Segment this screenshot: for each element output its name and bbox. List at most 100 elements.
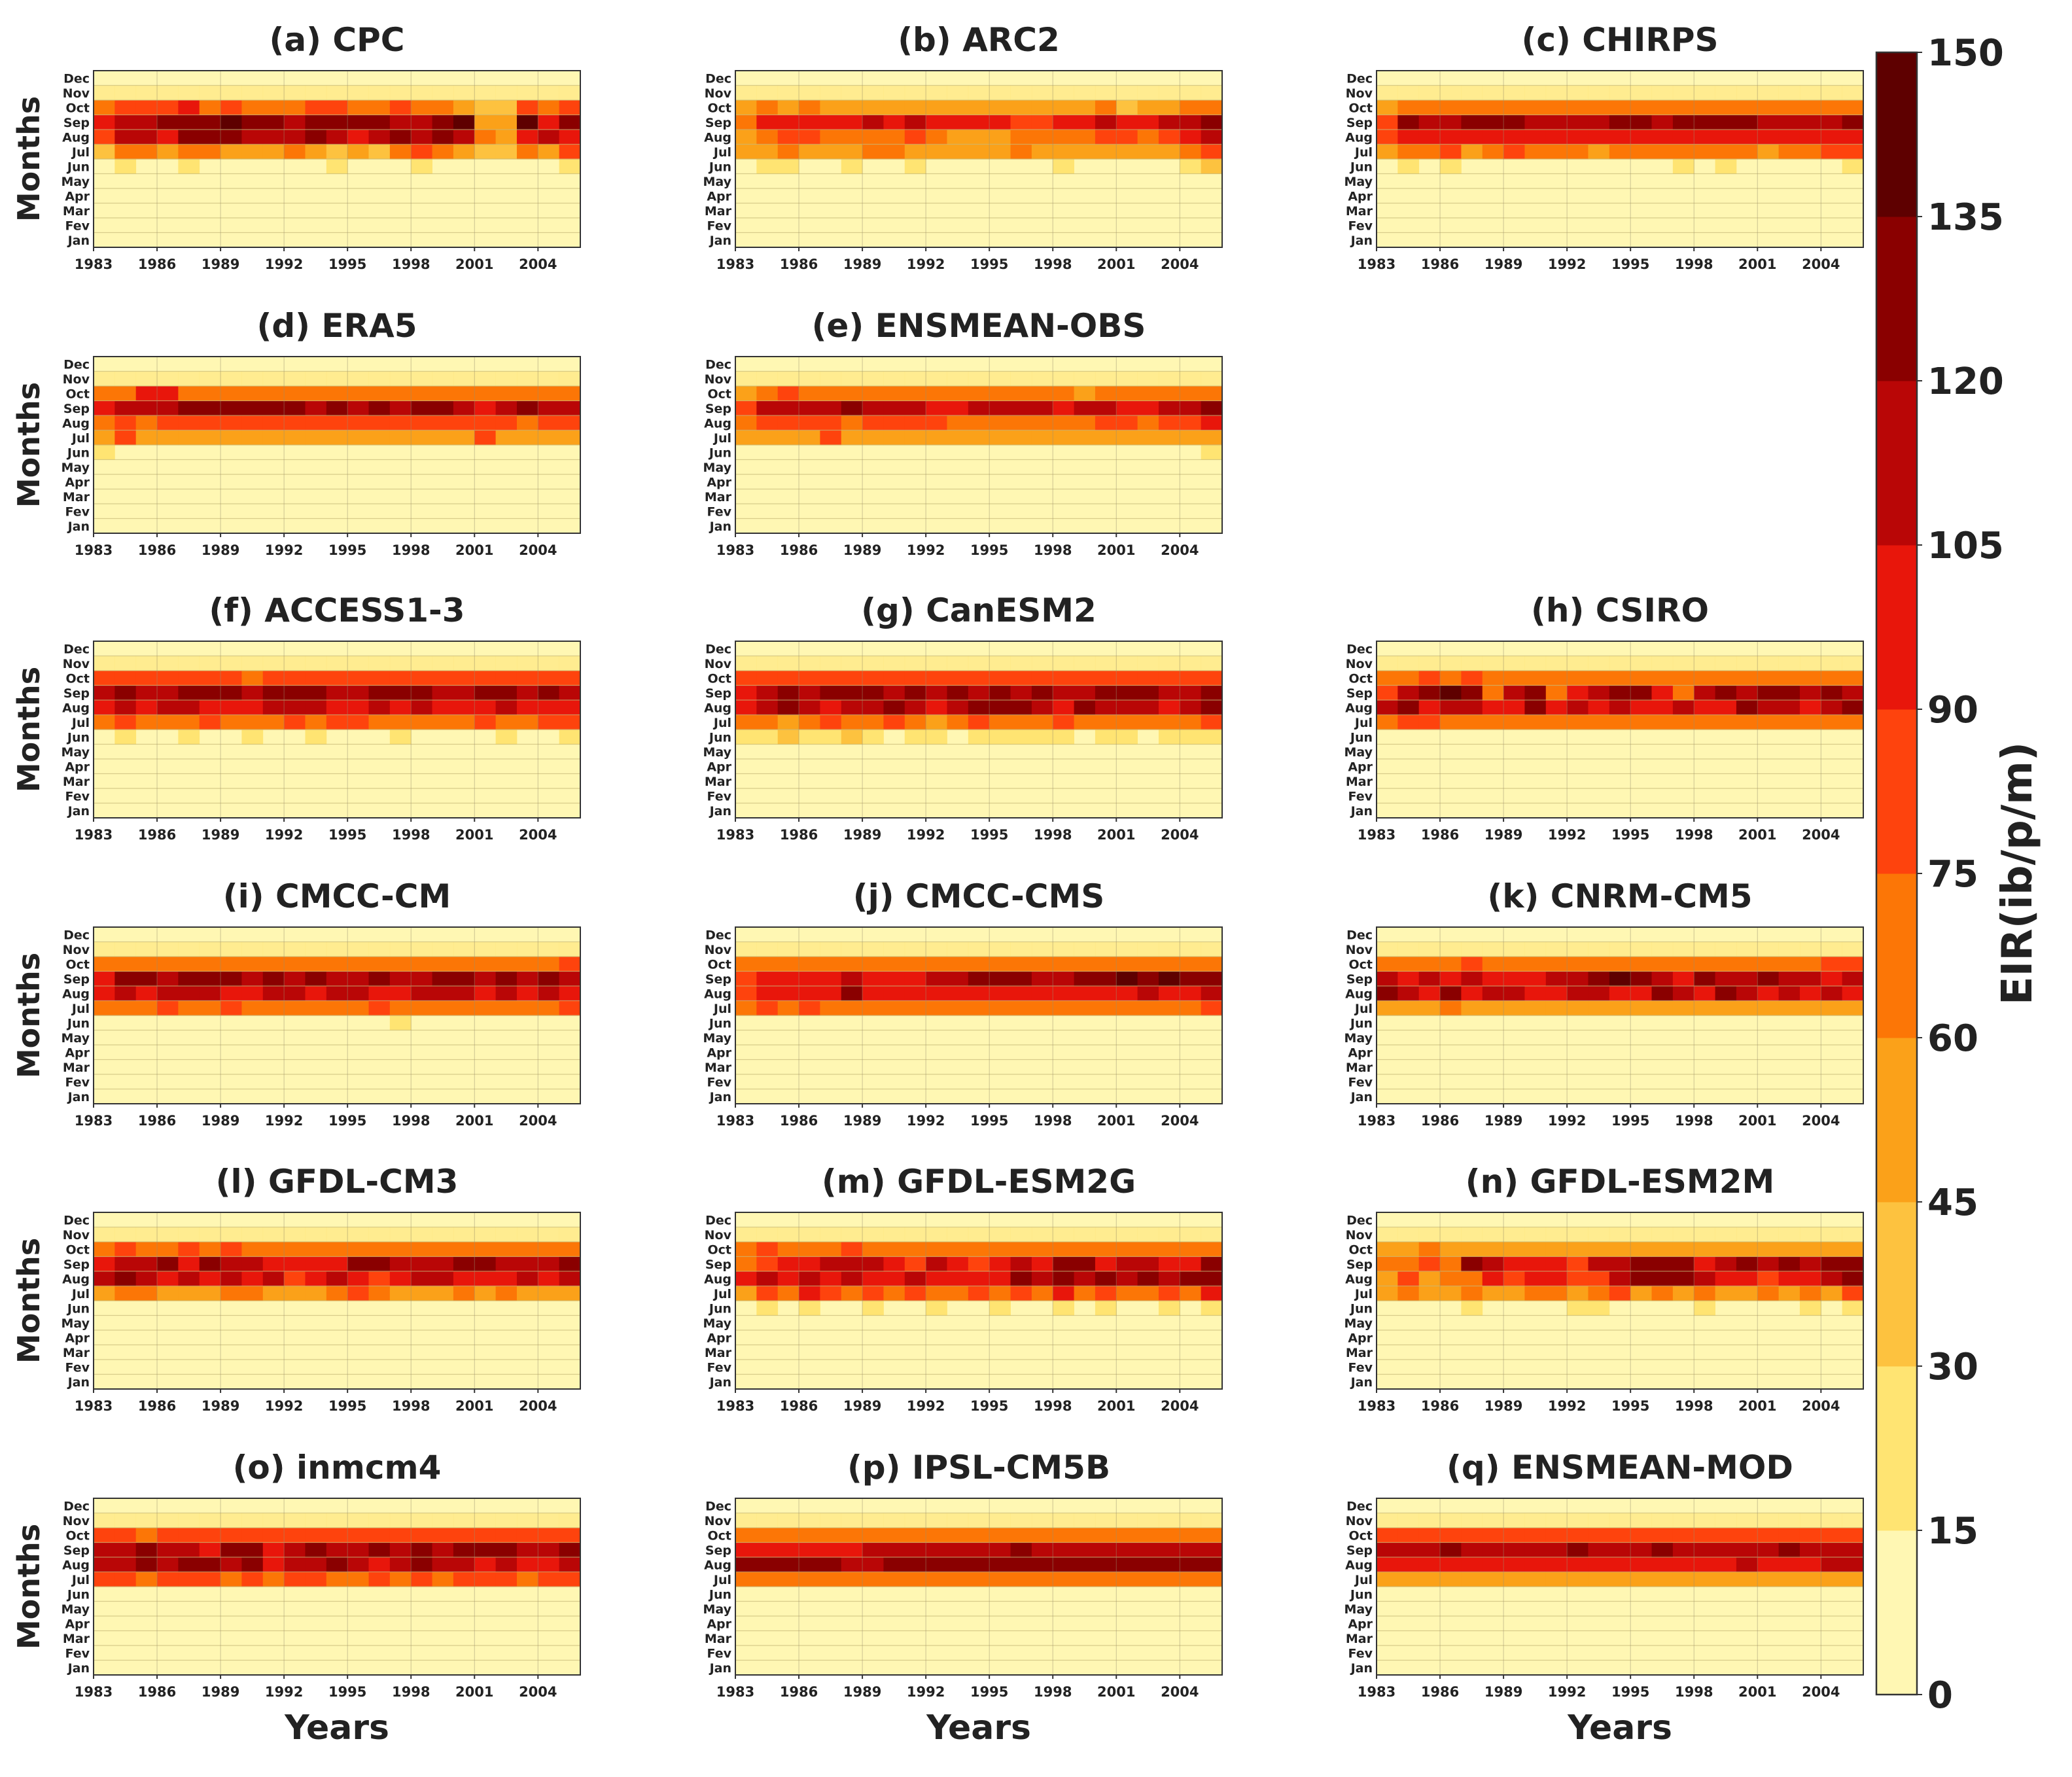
heatmap-cell xyxy=(968,130,990,145)
heatmap-cell xyxy=(1158,144,1180,160)
heatmap-cell xyxy=(1672,714,1694,730)
heatmap-cell xyxy=(1010,144,1032,160)
heatmap-cell xyxy=(1694,1513,1715,1528)
heatmap-cell xyxy=(926,114,947,130)
heatmap-cell xyxy=(1053,386,1074,401)
heatmap-cell xyxy=(1461,971,1483,987)
heatmap-cell xyxy=(1651,1542,1674,1558)
heatmap-cell xyxy=(989,986,1011,1001)
heatmap-cell xyxy=(389,1271,412,1286)
heatmap-cell xyxy=(799,85,820,101)
heatmap-cell xyxy=(947,1542,969,1558)
heatmap-cell xyxy=(1397,941,1420,957)
heatmap-cell xyxy=(1031,114,1053,130)
heatmap-cell xyxy=(1482,971,1504,987)
month-tick-label: Jul xyxy=(1354,145,1373,160)
heatmap-cell xyxy=(262,1271,285,1286)
month-tick-label: Sep xyxy=(1346,972,1373,987)
heatmap-cell xyxy=(516,971,538,987)
heatmap-cell xyxy=(559,1242,581,1257)
heatmap-cell xyxy=(1180,1572,1202,1587)
heatmap-cell xyxy=(135,371,158,387)
heatmap-cell xyxy=(1842,1301,1864,1316)
heatmap-cell xyxy=(1545,685,1568,701)
heatmap-cell xyxy=(284,971,306,987)
heatmap-cell xyxy=(883,941,905,957)
heatmap-cell xyxy=(799,941,820,957)
heatmap-cell xyxy=(453,144,475,160)
heatmap-cell xyxy=(1031,1271,1053,1286)
heatmap-cell xyxy=(1503,671,1525,686)
heatmap-cell xyxy=(326,671,348,686)
heatmap-cell xyxy=(389,671,412,686)
heatmap-cell xyxy=(368,386,391,401)
heatmap-cell xyxy=(94,685,115,701)
year-tick-label: 2001 xyxy=(1097,827,1135,843)
heatmap-cell xyxy=(1609,1557,1631,1572)
heatmap-cell xyxy=(241,671,264,686)
heatmap-cell xyxy=(220,400,242,416)
heatmap-cell xyxy=(1715,1256,1737,1272)
heatmap-cell xyxy=(1397,1271,1420,1286)
month-tick-label: Jun xyxy=(708,446,731,460)
heatmap-cell xyxy=(114,400,137,416)
heatmap-cell xyxy=(199,941,221,957)
heatmap-cell xyxy=(1137,1242,1159,1257)
heatmap-cell xyxy=(947,1572,969,1587)
heatmap-cell xyxy=(1440,714,1462,730)
heatmap-cell xyxy=(1715,941,1737,957)
heatmap-cell xyxy=(1736,144,1758,160)
heatmap-cell xyxy=(157,100,179,115)
heatmap-cell xyxy=(284,144,306,160)
heatmap-cell xyxy=(178,714,200,730)
year-tick-label: 1992 xyxy=(265,827,303,843)
heatmap-cell xyxy=(1715,130,1737,145)
heatmap-cell xyxy=(968,1256,990,1272)
heatmap-cell xyxy=(220,656,242,671)
month-tick-label: Sep xyxy=(705,686,731,701)
heatmap-cell xyxy=(178,685,200,701)
heatmap-cell xyxy=(1694,714,1715,730)
heatmap-cell xyxy=(389,1000,412,1016)
heatmap-cell xyxy=(1053,130,1074,145)
heatmap-cell xyxy=(135,430,158,446)
heatmap-cell xyxy=(756,941,779,957)
heatmap-cell xyxy=(1137,1256,1159,1272)
heatmap-cell xyxy=(1031,130,1053,145)
heatmap-cell xyxy=(883,971,905,987)
heatmap-cell xyxy=(735,957,757,972)
month-tick-label: Jun xyxy=(708,1301,731,1316)
heatmap-cell xyxy=(114,144,137,160)
heatmap-cell xyxy=(305,430,327,446)
year-tick-label: 1989 xyxy=(202,827,239,843)
month-tick-label: Dec xyxy=(705,928,731,942)
colorbar-segment xyxy=(1876,709,1917,874)
heatmap-cell xyxy=(241,700,264,715)
y-axis-title: Months xyxy=(11,1238,46,1364)
heatmap-cell xyxy=(432,1557,454,1572)
heatmap-cell xyxy=(368,685,391,701)
heatmap-cell xyxy=(495,971,518,987)
month-tick-label: Jan xyxy=(709,1375,731,1390)
heatmap-cell xyxy=(799,986,820,1001)
heatmap-cell xyxy=(559,1542,581,1558)
month-tick-label: Jun xyxy=(708,160,731,174)
heatmap-cell xyxy=(199,685,221,701)
heatmap-cell xyxy=(1158,1557,1180,1572)
heatmap-cell xyxy=(883,371,905,387)
heatmap-cell xyxy=(820,986,842,1001)
heatmap-cell xyxy=(1180,941,1202,957)
heatmap-cell xyxy=(453,671,475,686)
heatmap-cell xyxy=(820,100,842,115)
heatmap-cell xyxy=(756,144,779,160)
heatmap-cell xyxy=(1440,1227,1462,1242)
heatmap-cell xyxy=(135,114,158,130)
heatmap-cell xyxy=(841,986,863,1001)
heatmap-cell xyxy=(178,1000,200,1016)
heatmap-cell xyxy=(1053,85,1074,101)
heatmap-cell xyxy=(1799,1557,1821,1572)
heatmap-cell xyxy=(284,100,306,115)
year-tick-label: 2001 xyxy=(1097,1398,1135,1414)
heatmap-cell xyxy=(926,700,947,715)
month-tick-label: Oct xyxy=(1349,1242,1373,1257)
